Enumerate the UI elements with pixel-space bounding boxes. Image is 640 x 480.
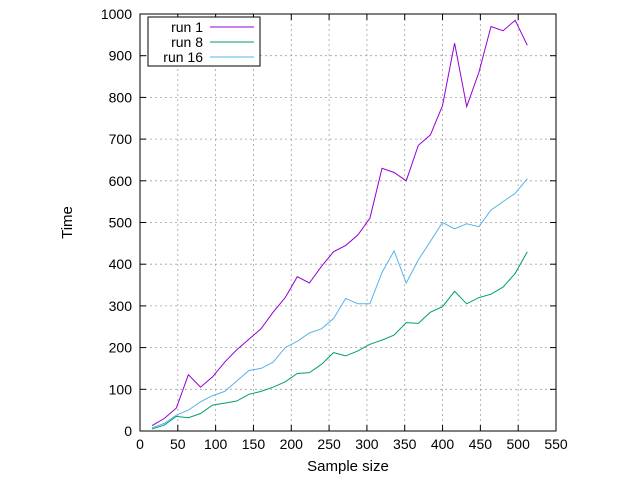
x-tick-label: 450 <box>469 436 493 452</box>
x-tick-label: 50 <box>170 436 186 452</box>
y-tick-label: 200 <box>109 340 133 356</box>
series-lines <box>151 19 528 430</box>
y-tick-label: 400 <box>109 256 133 272</box>
x-tick-label: 300 <box>355 436 379 452</box>
series-line-run-1 <box>151 19 528 427</box>
y-axis-label: Time <box>59 206 76 239</box>
y-tick-label: 600 <box>109 173 133 189</box>
y-tick-label: 900 <box>109 48 133 64</box>
x-tick-label: 150 <box>242 436 266 452</box>
x-tick-label: 500 <box>507 436 531 452</box>
y-tick-label: 700 <box>109 131 133 147</box>
y-tick-label: 1000 <box>101 6 132 22</box>
grid-lines <box>140 14 556 431</box>
legend-label: run 1 <box>171 19 203 35</box>
y-tick-label: 0 <box>124 423 132 439</box>
x-axis-label: Sample size <box>307 458 389 475</box>
x-tick-label: 550 <box>544 436 568 452</box>
y-tick-label: 300 <box>109 298 133 314</box>
x-tick-label: 200 <box>280 436 304 452</box>
series-line-run-8 <box>151 251 528 430</box>
x-tick-label: 400 <box>431 436 455 452</box>
y-tick-label: 100 <box>109 381 133 397</box>
x-tick-label: 0 <box>136 436 144 452</box>
series-line-run-16 <box>151 178 528 429</box>
legend-label: run 16 <box>163 49 203 65</box>
axis-ticks: 0 50 100 150 200 250 300 350 400 450 500 550 0 100 200… <box>101 6 568 452</box>
x-tick-label: 250 <box>317 436 341 452</box>
y-tick-label: 800 <box>109 89 133 105</box>
x-tick-label: 100 <box>204 436 228 452</box>
legend-label: run 8 <box>171 34 203 50</box>
x-tick-label: 350 <box>393 436 417 452</box>
y-tick-label: 500 <box>109 215 133 231</box>
